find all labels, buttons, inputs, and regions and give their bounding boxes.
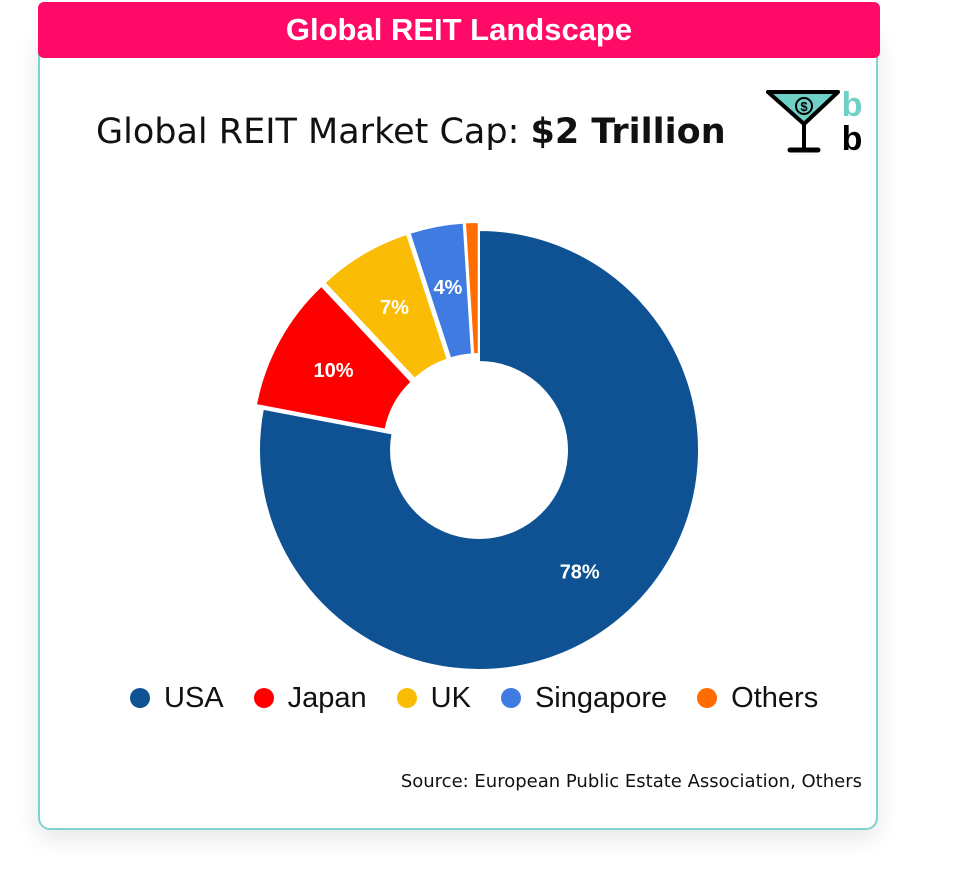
slice-usa [258,228,700,671]
chart-legend: USA Japan UK Singapore Others [130,678,818,718]
chart-subtitle: Global REIT Market Cap: $2 Trillion [96,112,726,152]
source-note: Source: European Public Estate Associati… [400,771,862,792]
legend-swatch-others [697,688,718,708]
chart-card [38,30,878,830]
legend-label-singapore: Singapore [534,681,668,714]
legend-label-uk: UK [430,681,471,714]
logo-letter-bottom: b [842,120,863,158]
brand-logo: $ b b [766,86,870,158]
data-label-singapore: 4% [433,277,462,299]
legend-label-usa: USA [164,681,224,714]
data-label-japan: 10% [314,360,354,382]
legend-item-japan: Japan [253,681,367,715]
legend-swatch-usa [130,688,150,708]
cocktail-glass-dollar-icon: $ b b [766,86,863,158]
legend-swatch-singapore [500,688,521,708]
legend-item-uk: UK [396,681,471,715]
legend-item-others: Others [697,682,818,715]
slice-others [463,221,480,356]
legend-item-usa: USA [130,682,224,715]
data-label-usa: 78% [560,562,600,584]
legend-label-japan: Japan [287,681,367,714]
page-title: Global REIT Landscape [38,2,880,58]
legend-swatch-uk [396,688,417,708]
logo-letter-top: b [842,88,863,124]
slice-uk [322,232,449,381]
market-cap-value: $2 Trillion [530,112,726,152]
slice-japan [254,284,414,431]
legend-item-singapore: Singapore [500,681,668,715]
subtitle-prefix: Global REIT Market Cap: [96,112,531,152]
slice-singapore [408,221,474,360]
legend-label-others: Others [731,681,819,714]
data-label-uk: 7% [380,297,409,319]
legend-swatch-japan [253,688,274,708]
svg-text:$: $ [800,99,808,114]
